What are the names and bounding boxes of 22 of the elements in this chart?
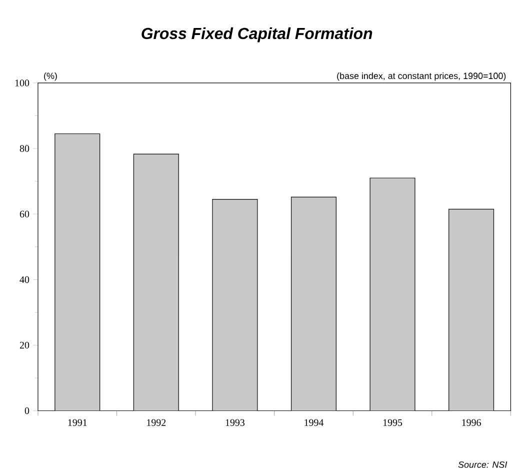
- chart-title: Gross Fixed Capital Formation: [142, 28, 372, 42]
- bar: [133, 154, 179, 411]
- bar: [370, 178, 416, 411]
- chart-subtitle: (base index, at constant prices, 1990=100): [337, 72, 506, 81]
- y-tick-label: 40: [20, 276, 30, 284]
- x-tick-label: 1995: [383, 419, 402, 426]
- x-tick-label: 1991: [68, 419, 87, 426]
- bar: [54, 134, 100, 411]
- x-tick-label: 1996: [462, 419, 481, 426]
- bar: [290, 196, 336, 411]
- source-note: Source: NSI: [458, 462, 508, 468]
- y-tick-label: 60: [20, 210, 30, 218]
- bar: [448, 208, 494, 411]
- y-tick-label: 100: [15, 80, 30, 86]
- x-tick-label: 1992: [147, 419, 166, 426]
- x-tick-label: 1993: [226, 419, 245, 426]
- x-tick-label: 1994: [304, 419, 324, 426]
- y-tick-label: 20: [20, 342, 30, 349]
- y-tick-label: 80: [20, 145, 30, 152]
- y-tick-label: 0: [24, 408, 30, 414]
- bar: [212, 199, 258, 411]
- y-axis-title: (%): [44, 72, 57, 81]
